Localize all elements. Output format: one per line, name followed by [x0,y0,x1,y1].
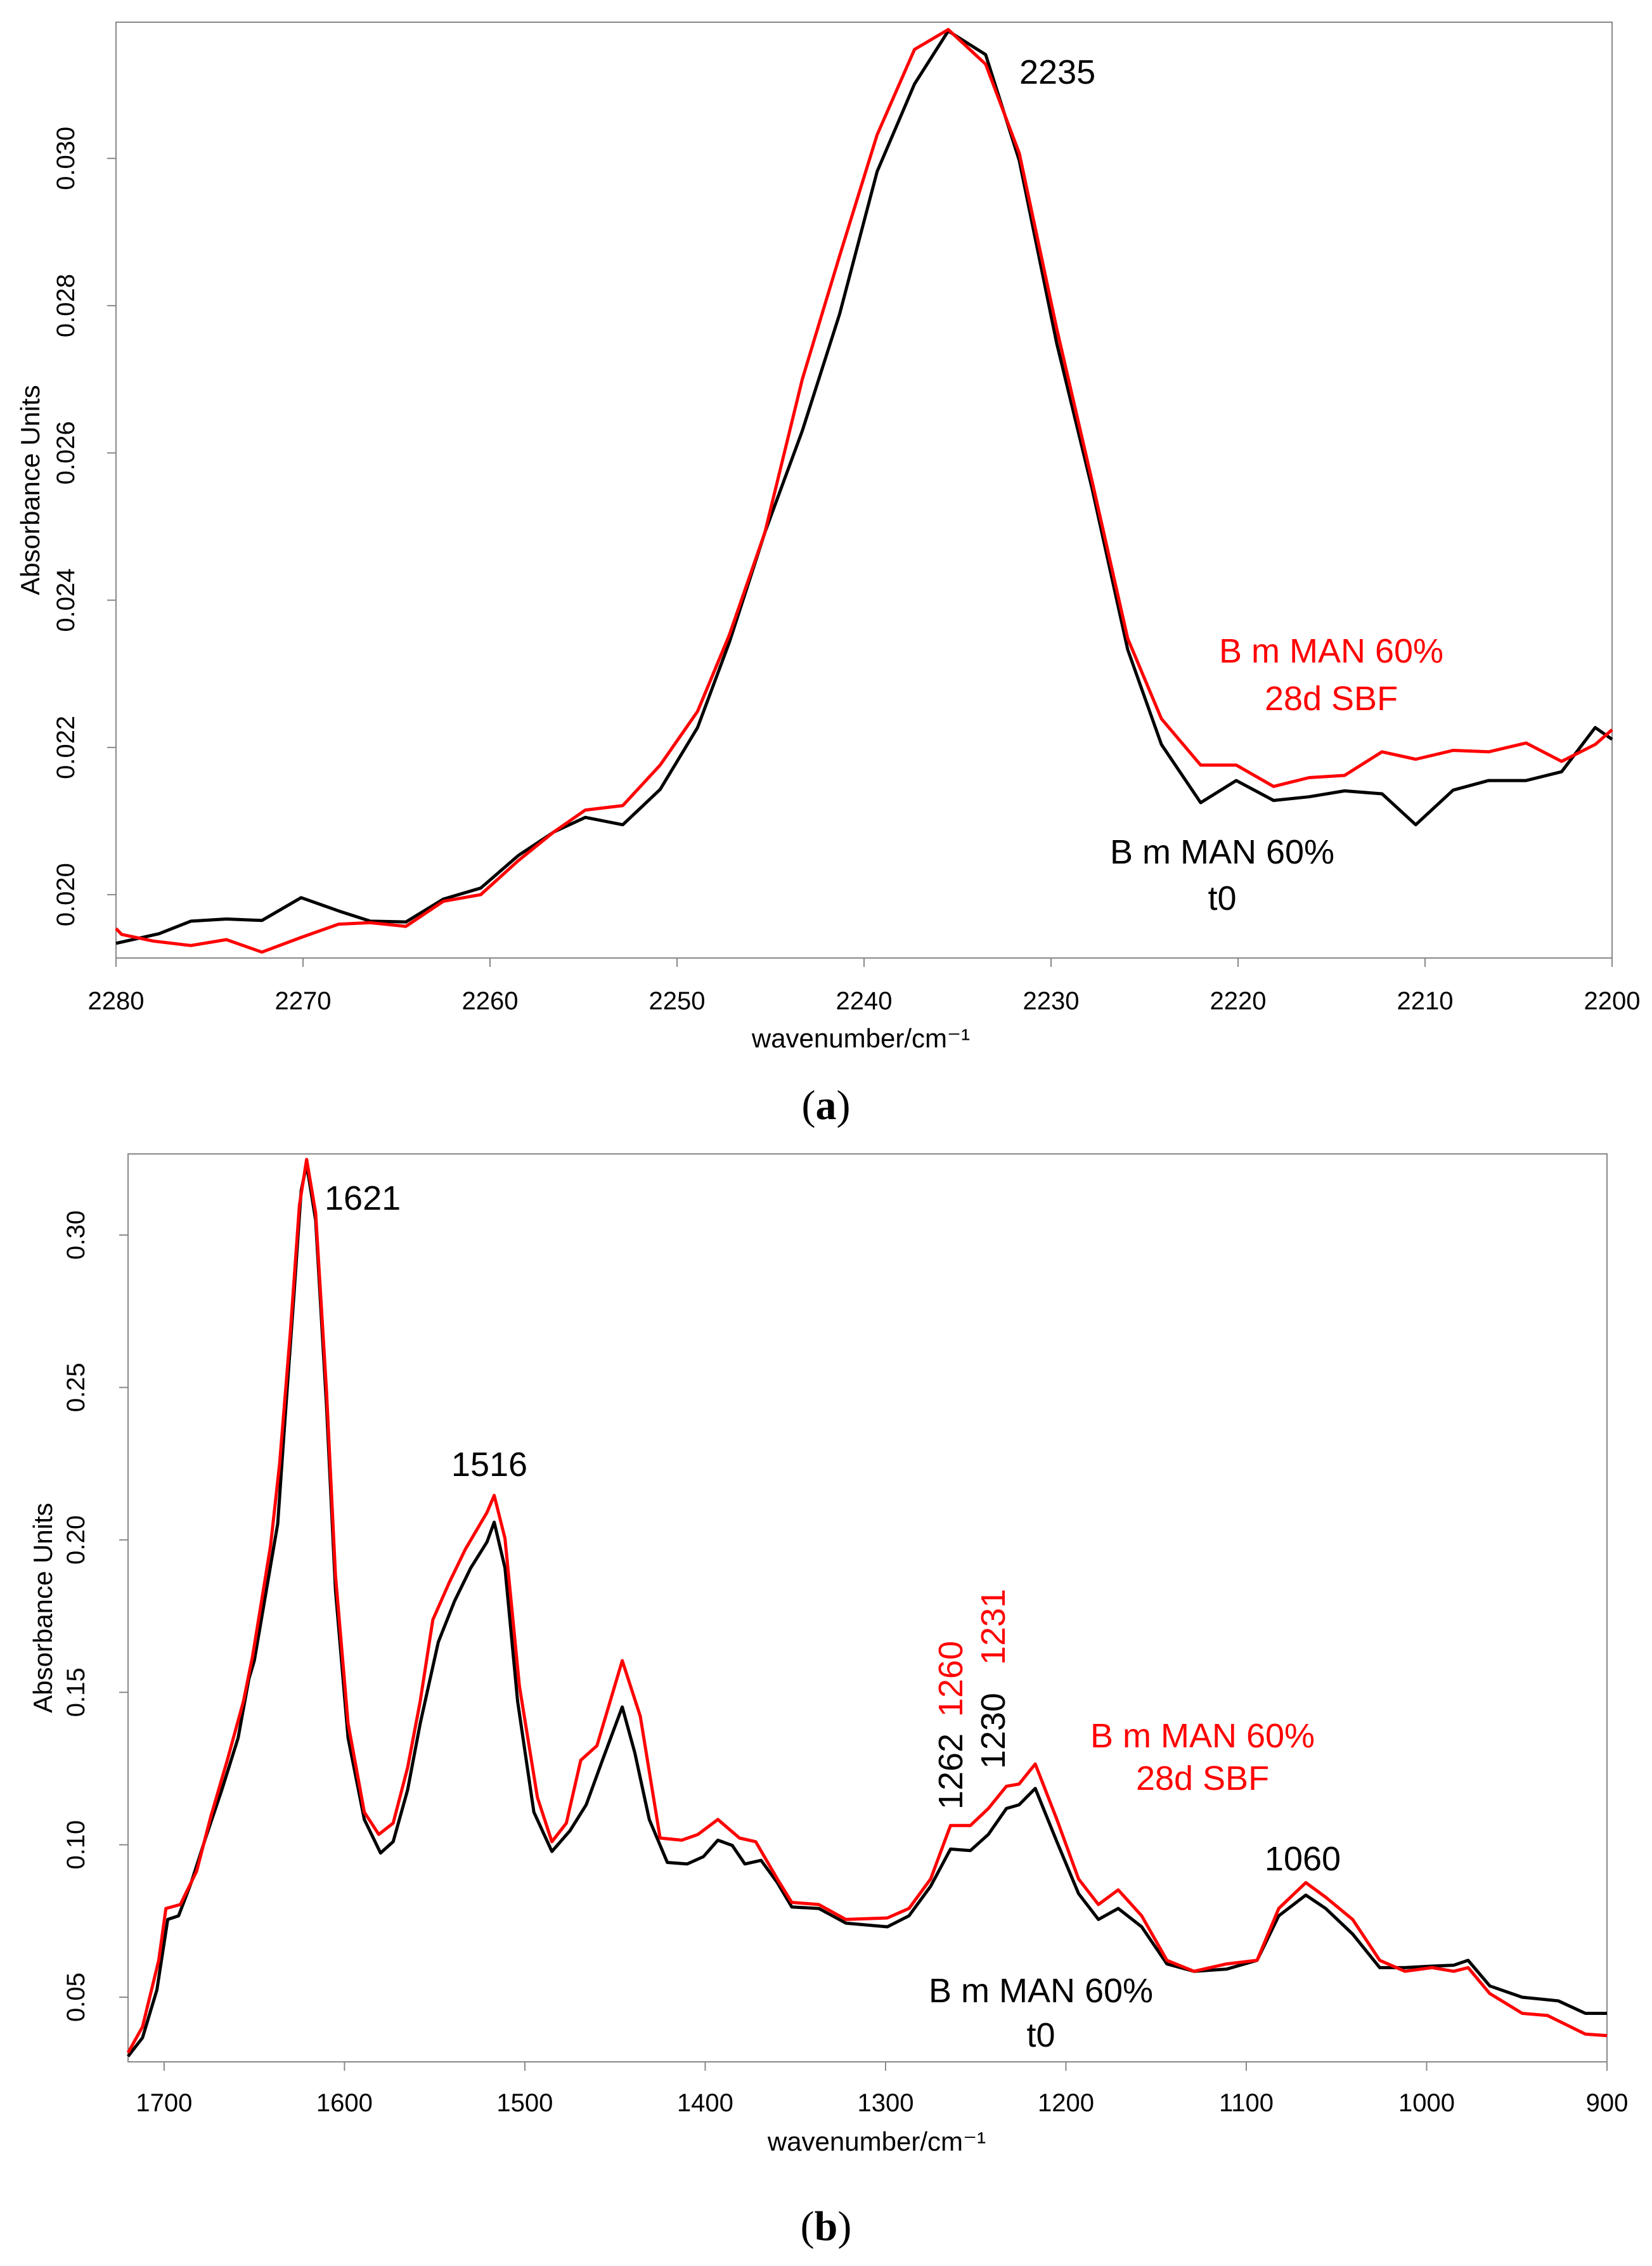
y-tick-label-a: 0.022 [52,716,80,779]
legend-red-line2-b: 28d SBF [1136,1759,1269,1797]
ticks-b: 1700 1600 1500 1400 1300 1200 1100 1000 900 0.05 0… [62,1210,1628,2117]
annotation-peak-1516: 1516 [451,1446,527,1484]
annotation-peak-1260: 1260 [932,1641,970,1717]
y-tick-label-b: 0.20 [62,1515,90,1565]
panel-label-a: (a) [802,1082,851,1129]
y-tick-label-b: 0.30 [62,1210,90,1260]
series-line-t0-a [115,29,1613,945]
legend-red-line1-a: B m MAN 60% [1219,632,1443,670]
x-tick-label-a: 2220 [1210,987,1267,1015]
x-tick-label-a: 2240 [836,987,893,1015]
series-a [115,28,1613,954]
x-tick-label-a: 2280 [88,987,145,1015]
x-tick-label-b: 900 [1586,2089,1629,2117]
legend-red-line2-a: 28d SBF [1265,680,1398,718]
x-tick-label-b: 1200 [1038,2089,1094,2117]
y-tick-label-b: 0.05 [62,1972,90,2022]
x-tick-label-a: 2200 [1584,987,1641,1015]
y-tick-label-b: 0.25 [62,1363,90,1412]
annotation-peak-1230: 1230 [974,1693,1012,1769]
annotation-peak-2235: 2235 [1019,53,1095,91]
x-tick-label-a: 2270 [275,987,332,1015]
series-b [126,1158,1608,2057]
ticks-a: 2280 2270 2260 2250 2240 2230 2220 2210 2200 0.02… [52,127,1640,1015]
y-tick-label-a: 0.020 [52,863,80,926]
legend-black-line2-a: t0 [1208,879,1236,917]
plot-frame-a [115,22,1613,959]
x-axis-label-a: wavenumber/cm⁻¹ [751,1023,970,1053]
x-tick-label-b: 1100 [1219,2089,1274,2117]
legend-black-line2-b: t0 [1026,2016,1055,2054]
annotation-peak-1262: 1262 [932,1733,970,1810]
panel-letter-a: a [816,1082,837,1129]
legend-black-line1-a: B m MAN 60% [1110,833,1334,871]
x-tick-label-a: 2210 [1397,987,1454,1015]
annotation-peak-1060: 1060 [1265,1840,1341,1878]
y-tick-label-b: 0.10 [62,1820,90,1870]
y-tick-label-b: 0.15 [62,1667,90,1717]
x-tick-label-b: 1600 [316,2089,373,2117]
plot-frame-b [127,1153,1608,2062]
x-tick-label-a: 2250 [649,987,706,1015]
y-tick-label-a: 0.024 [52,569,80,632]
y-axis-label-b: Absorbance Units [28,1503,58,1713]
x-tick-label-a: 2230 [1023,987,1080,1015]
x-tick-label-b: 1500 [496,2089,553,2117]
annotation-peak-1621: 1621 [325,1179,401,1217]
panel-label-b: (b) [801,2203,852,2250]
panel-letter-b: b [815,2203,838,2250]
legend-red-line1-b: B m MAN 60% [1090,1717,1315,1755]
series-line-28d-sbf-b [126,1158,1608,2054]
series-line-28d-sbf-a [115,28,1613,954]
x-tick-label-b: 1400 [677,2089,733,2117]
y-tick-label-a: 0.026 [52,421,80,484]
legend-black-line1-b: B m MAN 60% [929,1972,1153,2010]
y-tick-label-a: 0.028 [52,274,80,337]
series-line-t0-b [127,1163,1607,2057]
y-axis-label-a: Absorbance Units [15,385,45,595]
x-tick-label-a: 2260 [462,987,519,1015]
chart-panel-b: 1700 1600 1500 1400 1300 1200 1100 1000 900 0.05 0… [28,1153,1628,2250]
annotation-peak-1231: 1231 [974,1589,1012,1665]
x-tick-label-b: 1300 [857,2089,913,2117]
chart-panel-a: 2280 2270 2260 2250 2240 2230 2220 2210 2200 0.02… [15,22,1640,1129]
x-tick-label-b: 1000 [1398,2089,1455,2117]
y-tick-label-a: 0.030 [52,127,80,190]
x-tick-label-b: 1700 [136,2089,192,2117]
x-axis-label-b: wavenumber/cm⁻¹ [767,2127,986,2156]
